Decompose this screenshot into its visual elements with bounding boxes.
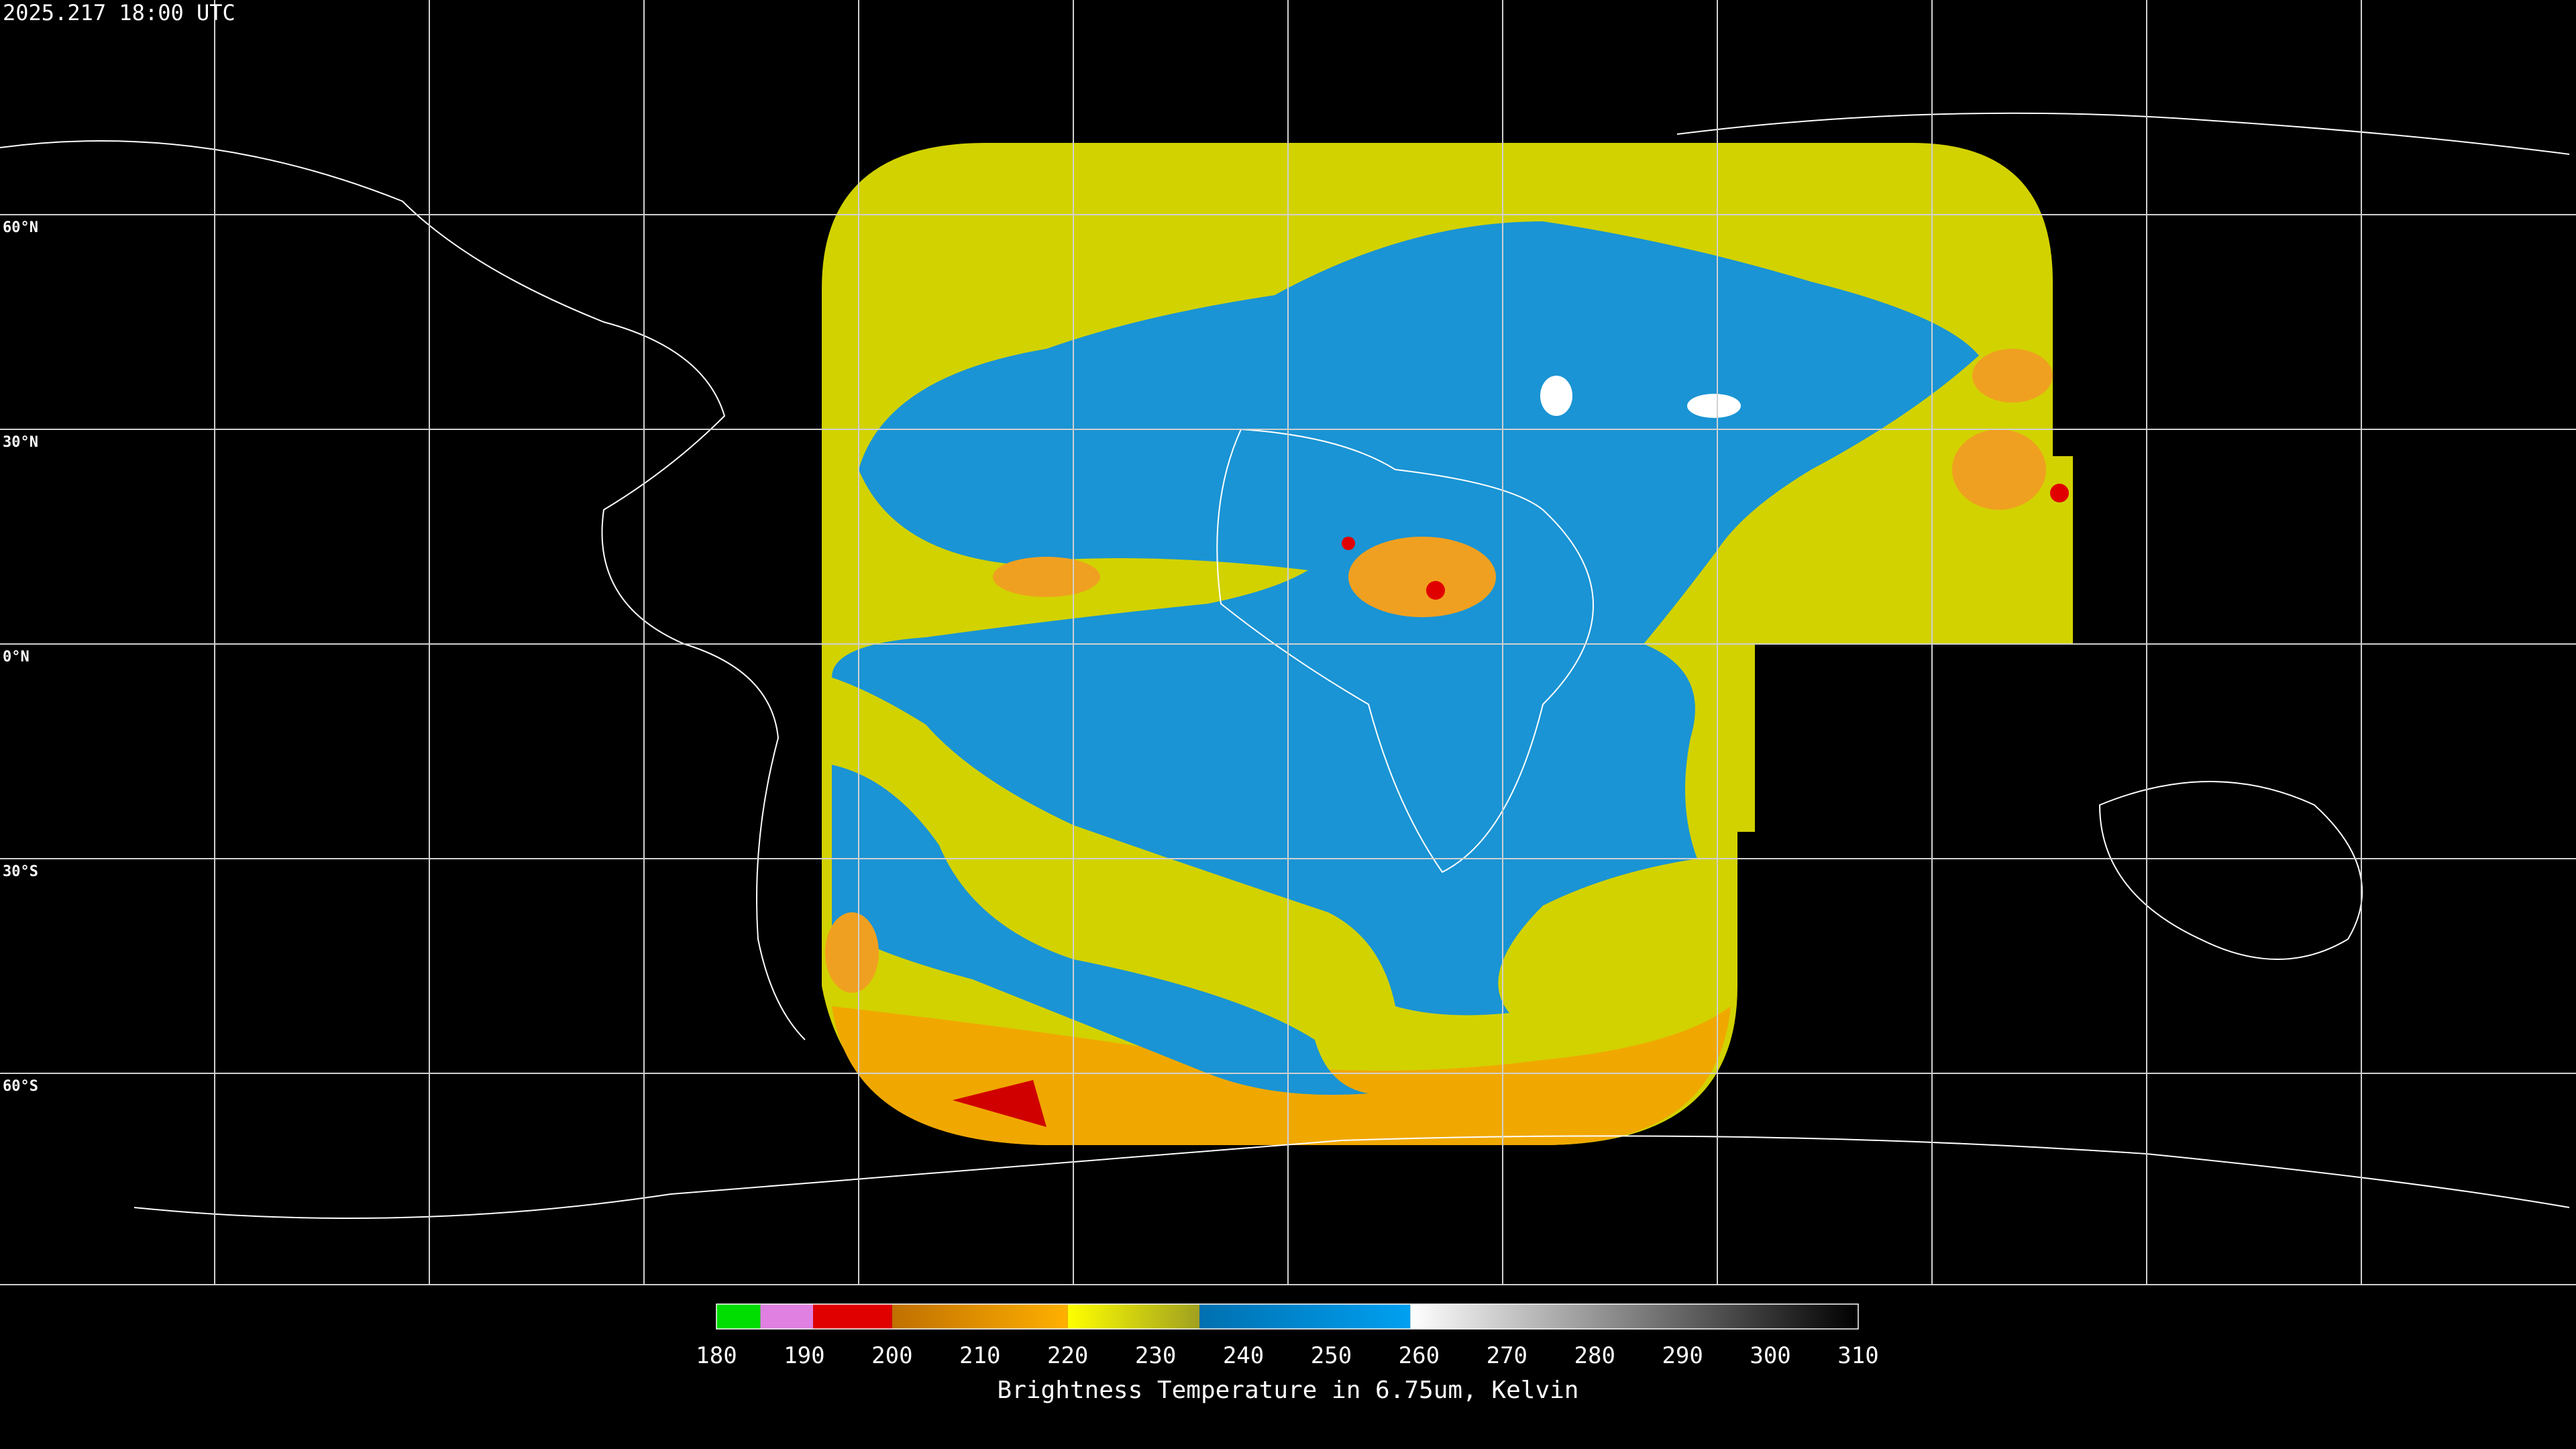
graticule: 60°N 30°N 0°N 30°S 60°S [0, 0, 2576, 1285]
convection [825, 349, 2053, 993]
colorbar-tick-label: 310 [1837, 1342, 1878, 1369]
latitude-label: 30°S [3, 863, 38, 880]
latitude-label: 0°N [3, 649, 30, 665]
convection-core [1342, 484, 2069, 600]
timestamp: 2025.217 18:00 UTC [3, 0, 235, 25]
colorbar-tick-label: 250 [1311, 1342, 1352, 1369]
latitude-label: 60°S [3, 1078, 38, 1095]
colorbar-segment [892, 1304, 1068, 1329]
colorbar-segment [716, 1304, 761, 1329]
colorbar-segment [1410, 1304, 1858, 1329]
colorbar: 180 190 200 210 220 230 240 250 260 270 280 290 300 3… [696, 1303, 1879, 1369]
colorbar-tick-label: 190 [784, 1342, 824, 1369]
colorbar-tick-label: 240 [1223, 1342, 1264, 1369]
colorbar-label: Brightness Temperature in 6.75um, Kelvin [998, 1377, 1579, 1404]
colorbar-tick-label: 280 [1574, 1342, 1615, 1369]
colorbar-tick-label: 290 [1662, 1342, 1703, 1369]
latitude-label: 60°N [3, 219, 38, 236]
colorbar-tick-label: 230 [1135, 1342, 1176, 1369]
colorbar-tick-label: 260 [1399, 1342, 1440, 1369]
colorbar-tick-label: 180 [696, 1342, 737, 1369]
colorbar-segment [760, 1304, 814, 1329]
cold-spot [1540, 376, 1741, 418]
colorbar-tick-label: 200 [871, 1342, 912, 1369]
colorbar-tick-label: 270 [1487, 1342, 1527, 1369]
dry-region [832, 221, 1979, 1016]
colorbar-tick-label: 300 [1750, 1342, 1790, 1369]
hot-patch [953, 1080, 1046, 1127]
dry-region [832, 765, 1368, 1095]
colorbar-tick-label: 210 [959, 1342, 1000, 1369]
colorbar-segment [813, 1304, 892, 1329]
colorbar-frame [716, 1303, 1859, 1330]
colorbar-tick-label: 220 [1047, 1342, 1088, 1369]
latitude-label: 30°N [3, 434, 38, 451]
colorbar-segment [1067, 1304, 1200, 1329]
colorbar-segment [1199, 1304, 1411, 1329]
